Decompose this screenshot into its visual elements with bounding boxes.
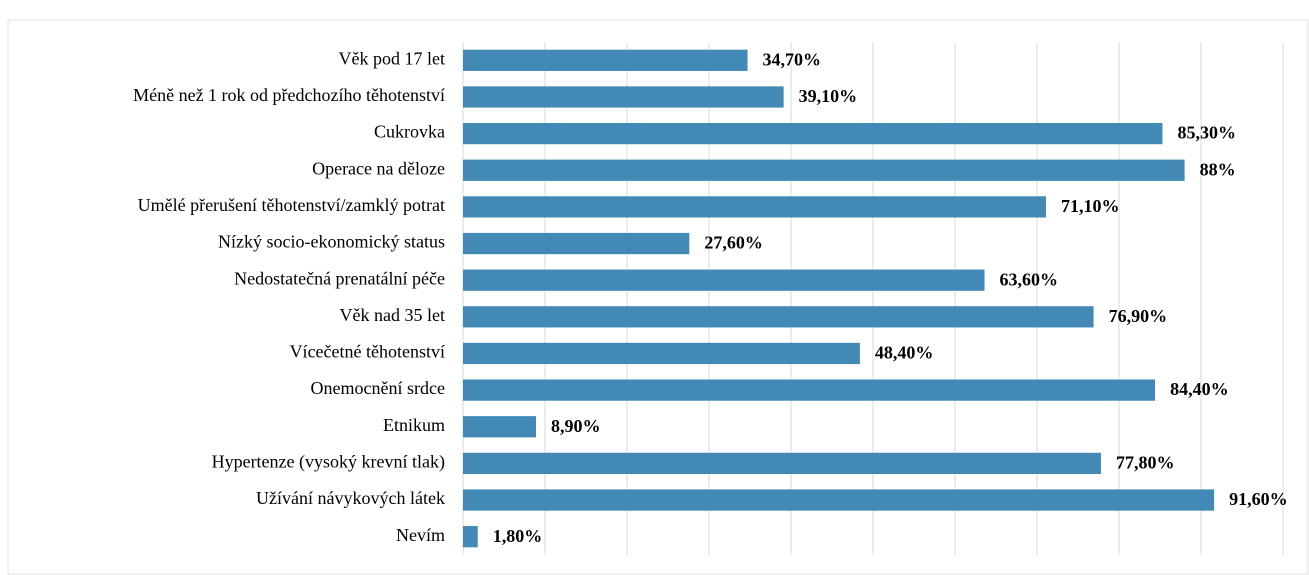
value-label: 88% — [1200, 159, 1236, 179]
y-tick-label: Nedostatečná prenatální péče — [234, 268, 445, 288]
bar — [463, 342, 860, 365]
value-label: 1,80% — [493, 526, 543, 546]
y-tick-label: Etnikum — [383, 415, 445, 435]
bar — [463, 306, 1094, 328]
bar — [463, 526, 478, 548]
bar — [463, 196, 1047, 218]
bar — [463, 159, 1185, 181]
bar — [463, 416, 536, 438]
bar — [463, 86, 784, 108]
y-tick-label: Cukrovka — [374, 122, 445, 142]
bar — [463, 379, 1156, 401]
value-label: 27,60% — [704, 233, 763, 253]
chart-frame — [7, 19, 1309, 575]
y-tick-label: Věk nad 35 let — [340, 305, 445, 325]
y-tick-label: Užívání návykových látek — [256, 488, 445, 508]
bar — [463, 122, 1163, 145]
value-label: 77,80% — [1116, 453, 1175, 473]
value-label: 85,30% — [1177, 123, 1236, 143]
value-label: 39,10% — [799, 86, 858, 106]
value-label: 34,70% — [763, 49, 822, 69]
bar — [463, 49, 748, 71]
value-label: 84,40% — [1170, 379, 1229, 399]
y-tick-label: Nevím — [396, 525, 445, 545]
bar — [463, 489, 1215, 511]
y-tick-label: Umělé přerušení těhotenství/zamklý potra… — [138, 195, 445, 215]
bar — [463, 452, 1101, 475]
y-tick-label: Věk pod 17 let — [339, 48, 445, 68]
value-label: 48,40% — [875, 343, 934, 363]
value-label: 8,90% — [551, 416, 601, 436]
y-tick-label: Onemocnění srdce — [311, 378, 445, 398]
value-label: 63,60% — [1000, 269, 1059, 289]
y-tick-label: Hypertenze (vysoký krevní tlak) — [212, 452, 445, 473]
y-tick-label: Operace na děloze — [312, 158, 445, 178]
bar — [463, 269, 985, 291]
y-tick-label: Méně než 1 rok od předchozího těhotenstv… — [133, 85, 445, 105]
value-label: 76,90% — [1109, 306, 1168, 326]
bar — [463, 232, 690, 255]
value-label: 71,10% — [1061, 196, 1120, 216]
value-label: 91,60% — [1229, 489, 1288, 509]
y-tick-label: Nízký socio-ekonomický status — [218, 232, 445, 252]
y-tick-label: Vícečetné těhotenství — [290, 342, 445, 362]
